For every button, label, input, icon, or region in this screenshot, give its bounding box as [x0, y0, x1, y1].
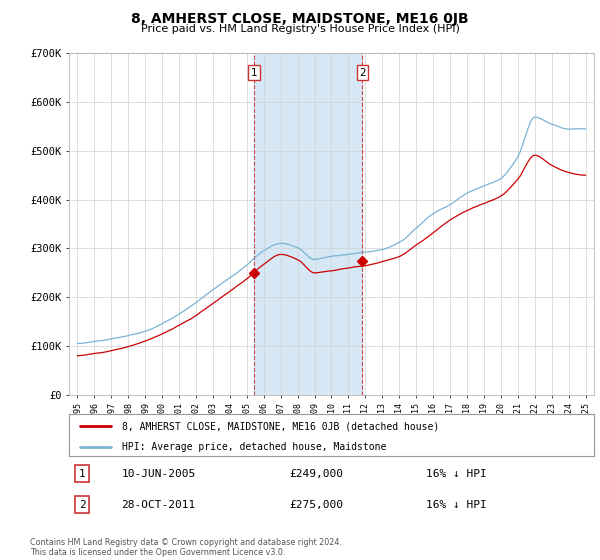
Text: 2: 2: [79, 500, 86, 510]
Text: 2: 2: [359, 68, 366, 78]
Text: 8, AMHERST CLOSE, MAIDSTONE, ME16 0JB: 8, AMHERST CLOSE, MAIDSTONE, ME16 0JB: [131, 12, 469, 26]
Text: 16% ↓ HPI: 16% ↓ HPI: [426, 469, 487, 479]
Text: 1: 1: [251, 68, 257, 78]
Text: Contains HM Land Registry data © Crown copyright and database right 2024.
This d: Contains HM Land Registry data © Crown c…: [30, 538, 342, 557]
Bar: [254, 53, 362, 395]
Text: 8, AMHERST CLOSE, MAIDSTONE, ME16 0JB (detached house): 8, AMHERST CLOSE, MAIDSTONE, ME16 0JB (d…: [121, 421, 439, 431]
Text: 1: 1: [79, 469, 86, 479]
Text: 28-OCT-2011: 28-OCT-2011: [121, 500, 196, 510]
Text: HPI: Average price, detached house, Maidstone: HPI: Average price, detached house, Maid…: [121, 442, 386, 452]
Text: £249,000: £249,000: [290, 469, 343, 479]
Text: £275,000: £275,000: [290, 500, 343, 510]
Text: 10-JUN-2005: 10-JUN-2005: [121, 469, 196, 479]
Text: 16% ↓ HPI: 16% ↓ HPI: [426, 500, 487, 510]
Text: Price paid vs. HM Land Registry's House Price Index (HPI): Price paid vs. HM Land Registry's House …: [140, 24, 460, 34]
